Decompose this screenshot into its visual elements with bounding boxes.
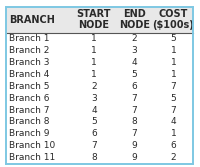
- Text: 7: 7: [171, 82, 176, 91]
- Bar: [6, 92, 193, 104]
- Text: COST
($100s): COST ($100s): [153, 9, 194, 30]
- Text: 1: 1: [171, 129, 176, 138]
- Text: 1: 1: [171, 70, 176, 79]
- Text: 4: 4: [91, 106, 97, 115]
- Bar: [6, 140, 193, 152]
- Text: Branch 1: Branch 1: [9, 34, 49, 43]
- Bar: [6, 80, 193, 92]
- Text: Branch 5: Branch 5: [9, 82, 49, 91]
- Text: Branch 10: Branch 10: [9, 141, 55, 150]
- Text: 9: 9: [131, 141, 137, 150]
- Text: 8: 8: [91, 153, 97, 162]
- Text: 6: 6: [91, 129, 97, 138]
- Text: Branch 8: Branch 8: [9, 117, 49, 126]
- Bar: [6, 7, 193, 33]
- Text: 5: 5: [131, 70, 137, 79]
- Text: 9: 9: [131, 153, 137, 162]
- Text: BRANCH: BRANCH: [9, 15, 55, 25]
- Bar: [6, 152, 193, 164]
- Bar: [6, 104, 193, 116]
- Text: Branch 6: Branch 6: [9, 94, 49, 103]
- Text: Branch 11: Branch 11: [9, 153, 55, 162]
- Text: 2: 2: [171, 153, 176, 162]
- Text: 1: 1: [171, 58, 176, 67]
- Bar: [6, 44, 193, 56]
- Text: 4: 4: [131, 58, 137, 67]
- Text: 7: 7: [171, 106, 176, 115]
- Bar: [6, 128, 193, 140]
- Text: Branch 9: Branch 9: [9, 129, 49, 138]
- Text: 7: 7: [131, 94, 137, 103]
- Text: 3: 3: [131, 46, 137, 55]
- Text: 2: 2: [131, 34, 137, 43]
- Bar: [6, 116, 193, 128]
- Text: 1: 1: [91, 58, 97, 67]
- Text: 5: 5: [171, 94, 176, 103]
- Bar: [6, 56, 193, 68]
- Text: 7: 7: [131, 106, 137, 115]
- Text: START
NODE: START NODE: [77, 9, 111, 30]
- Text: 8: 8: [131, 117, 137, 126]
- Text: 6: 6: [131, 82, 137, 91]
- Text: 1: 1: [91, 70, 97, 79]
- Text: 1: 1: [91, 34, 97, 43]
- Text: Branch 2: Branch 2: [9, 46, 49, 55]
- Bar: [6, 33, 193, 44]
- Text: 2: 2: [91, 82, 97, 91]
- Text: 5: 5: [91, 117, 97, 126]
- Text: 1: 1: [171, 46, 176, 55]
- Bar: [6, 68, 193, 80]
- Text: Branch 3: Branch 3: [9, 58, 49, 67]
- Text: Branch 7: Branch 7: [9, 106, 49, 115]
- Text: 5: 5: [171, 34, 176, 43]
- Text: 3: 3: [91, 94, 97, 103]
- Text: Branch 4: Branch 4: [9, 70, 49, 79]
- Text: 4: 4: [171, 117, 176, 126]
- Text: END
NODE: END NODE: [119, 9, 150, 30]
- Text: 7: 7: [131, 129, 137, 138]
- Text: 1: 1: [91, 46, 97, 55]
- Text: 6: 6: [171, 141, 176, 150]
- Text: 7: 7: [91, 141, 97, 150]
